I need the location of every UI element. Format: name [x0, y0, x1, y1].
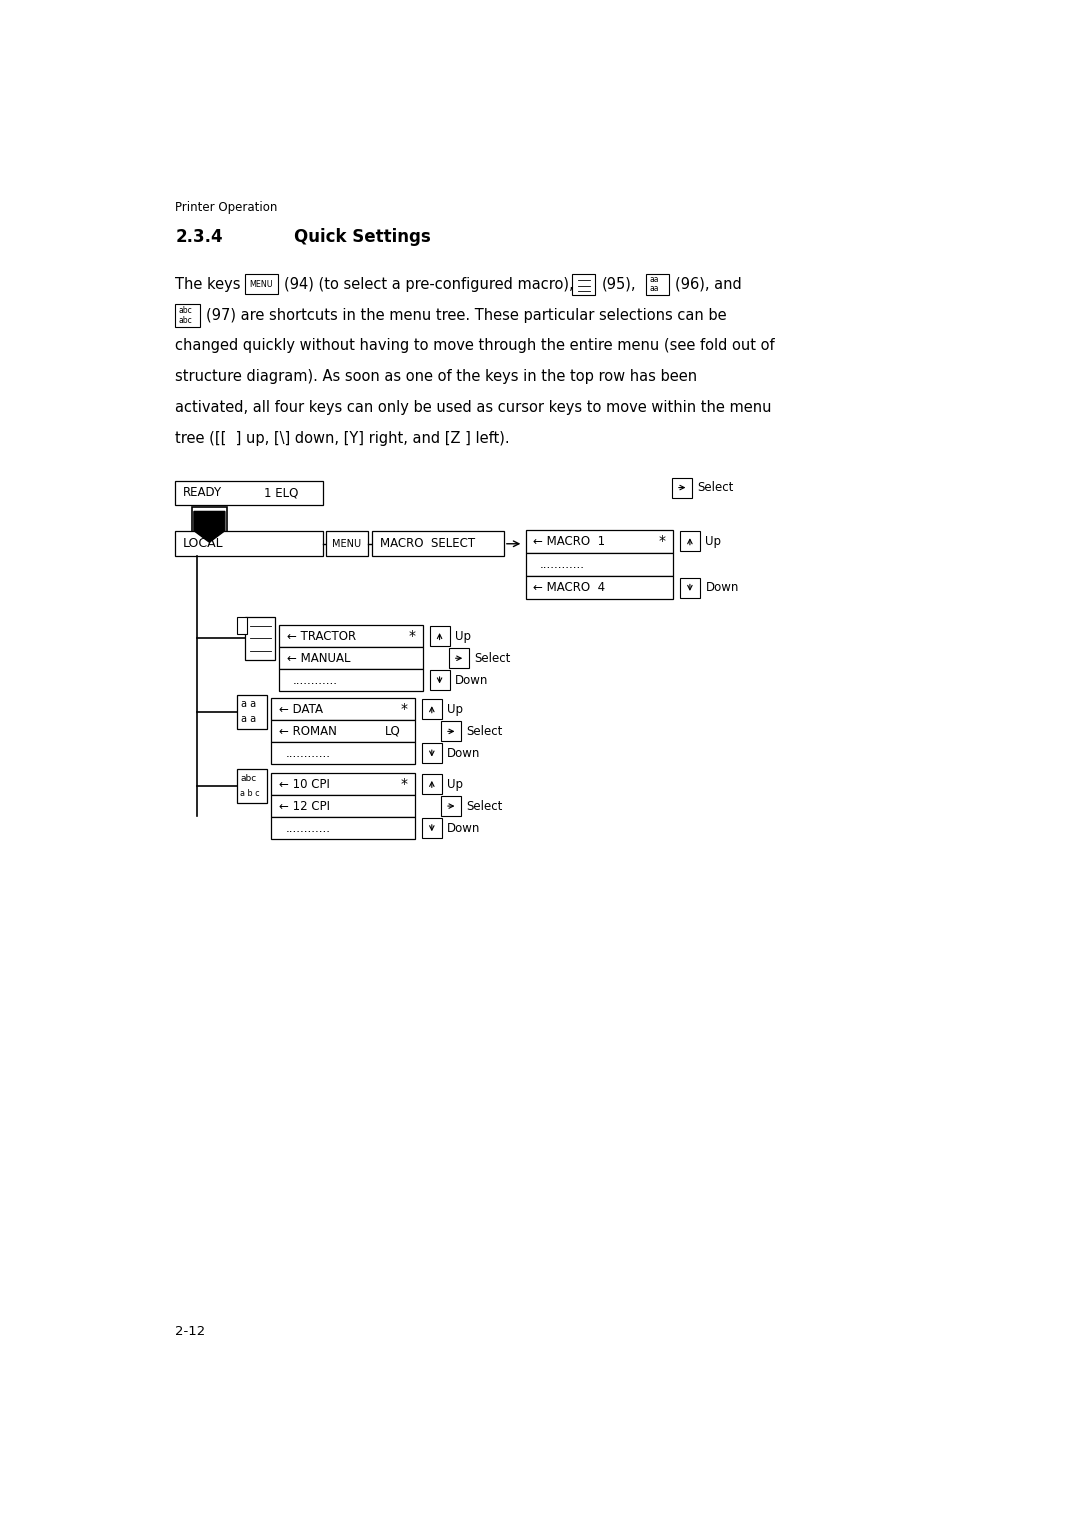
- FancyBboxPatch shape: [279, 670, 422, 691]
- Text: LQ: LQ: [386, 724, 401, 738]
- Text: ← MACRO  4: ← MACRO 4: [534, 581, 606, 594]
- FancyBboxPatch shape: [245, 274, 278, 294]
- FancyBboxPatch shape: [572, 274, 595, 295]
- FancyBboxPatch shape: [679, 578, 700, 598]
- FancyBboxPatch shape: [175, 481, 323, 505]
- Text: 2.3.4: 2.3.4: [175, 228, 222, 245]
- FancyBboxPatch shape: [175, 531, 323, 556]
- FancyBboxPatch shape: [441, 796, 461, 816]
- FancyBboxPatch shape: [422, 817, 442, 839]
- FancyBboxPatch shape: [430, 626, 449, 647]
- FancyBboxPatch shape: [238, 694, 267, 729]
- Text: (96), and: (96), and: [675, 277, 742, 292]
- Text: ............: ............: [540, 559, 584, 571]
- Text: changed quickly without having to move through the entire menu (see fold out of: changed quickly without having to move t…: [175, 338, 775, 353]
- Text: Select: Select: [467, 724, 503, 738]
- FancyBboxPatch shape: [326, 531, 368, 556]
- Text: Down: Down: [447, 822, 481, 834]
- Text: MENU: MENU: [333, 539, 362, 549]
- FancyBboxPatch shape: [679, 531, 700, 551]
- FancyBboxPatch shape: [238, 616, 246, 633]
- FancyBboxPatch shape: [191, 507, 227, 546]
- FancyBboxPatch shape: [271, 794, 415, 817]
- Text: MACRO  SELECT: MACRO SELECT: [380, 537, 475, 551]
- Text: Up: Up: [447, 778, 463, 790]
- Text: ← MANUAL: ← MANUAL: [287, 651, 350, 665]
- Text: *: *: [659, 534, 666, 548]
- Text: *: *: [401, 703, 408, 717]
- Text: tree ([[  ] up, [\] down, [Y] right, and [Z ] left).: tree ([[ ] up, [\] down, [Y] right, and …: [175, 431, 510, 446]
- FancyBboxPatch shape: [373, 531, 504, 556]
- Text: abc: abc: [178, 317, 192, 326]
- Text: 2-12: 2-12: [175, 1326, 205, 1338]
- FancyBboxPatch shape: [646, 274, 669, 295]
- FancyBboxPatch shape: [271, 773, 415, 794]
- Text: LOCAL: LOCAL: [183, 537, 224, 551]
- FancyBboxPatch shape: [271, 743, 415, 764]
- Text: a b c: a b c: [240, 790, 259, 798]
- Text: *: *: [401, 778, 408, 791]
- FancyBboxPatch shape: [672, 478, 692, 498]
- Text: READY: READY: [183, 487, 222, 499]
- FancyBboxPatch shape: [271, 699, 415, 720]
- Text: ← 12 CPI: ← 12 CPI: [279, 799, 330, 813]
- FancyBboxPatch shape: [271, 817, 415, 839]
- FancyBboxPatch shape: [422, 743, 442, 764]
- FancyBboxPatch shape: [422, 700, 442, 720]
- Text: ← MACRO  1: ← MACRO 1: [534, 534, 606, 548]
- FancyBboxPatch shape: [238, 770, 267, 804]
- FancyBboxPatch shape: [430, 670, 449, 689]
- Text: (95),: (95),: [602, 277, 636, 292]
- Text: Down: Down: [447, 747, 481, 759]
- FancyBboxPatch shape: [279, 647, 422, 670]
- FancyBboxPatch shape: [245, 616, 274, 661]
- Text: (97) are shortcuts in the menu tree. These particular selections can be: (97) are shortcuts in the menu tree. The…: [206, 307, 727, 323]
- Text: Up: Up: [447, 703, 463, 715]
- Text: ← TRACTOR: ← TRACTOR: [287, 630, 356, 642]
- FancyBboxPatch shape: [175, 303, 200, 327]
- Text: The keys: The keys: [175, 277, 241, 292]
- FancyBboxPatch shape: [271, 720, 415, 743]
- Text: ← 10 CPI: ← 10 CPI: [279, 778, 330, 790]
- Text: Select: Select: [474, 651, 511, 665]
- Text: Down: Down: [455, 674, 488, 686]
- FancyBboxPatch shape: [526, 577, 673, 600]
- Text: Up: Up: [705, 534, 721, 548]
- FancyBboxPatch shape: [449, 648, 469, 668]
- Text: Select: Select: [698, 481, 734, 495]
- Text: ............: ............: [285, 822, 330, 834]
- Text: ← DATA: ← DATA: [279, 703, 323, 715]
- FancyBboxPatch shape: [441, 721, 461, 741]
- FancyBboxPatch shape: [526, 552, 673, 577]
- Text: (94) (to select a pre-configured macro),: (94) (to select a pre-configured macro),: [284, 277, 573, 292]
- Text: *: *: [408, 629, 416, 644]
- Text: Select: Select: [467, 799, 503, 813]
- Text: Printer Operation: Printer Operation: [175, 201, 278, 213]
- Text: abc: abc: [178, 306, 192, 315]
- Text: a a: a a: [241, 699, 256, 709]
- Text: aa: aa: [649, 275, 659, 285]
- Text: aa: aa: [649, 285, 659, 294]
- Text: Down: Down: [705, 581, 739, 594]
- FancyBboxPatch shape: [422, 775, 442, 794]
- Text: structure diagram). As soon as one of the keys in the top row has been: structure diagram). As soon as one of th…: [175, 370, 698, 384]
- Text: 1 ELQ: 1 ELQ: [265, 487, 299, 499]
- Text: Quick Settings: Quick Settings: [294, 228, 431, 245]
- Text: ← ROMAN: ← ROMAN: [279, 724, 337, 738]
- Text: MENU: MENU: [249, 280, 273, 289]
- Text: ............: ............: [293, 674, 338, 686]
- Text: a a: a a: [241, 714, 256, 724]
- Polygon shape: [194, 511, 225, 542]
- FancyBboxPatch shape: [526, 530, 673, 552]
- Text: ............: ............: [285, 747, 330, 759]
- FancyBboxPatch shape: [279, 626, 422, 647]
- Text: Up: Up: [455, 630, 471, 642]
- Text: activated, all four keys can only be used as cursor keys to move within the menu: activated, all four keys can only be use…: [175, 400, 772, 416]
- Text: abc: abc: [241, 775, 257, 784]
